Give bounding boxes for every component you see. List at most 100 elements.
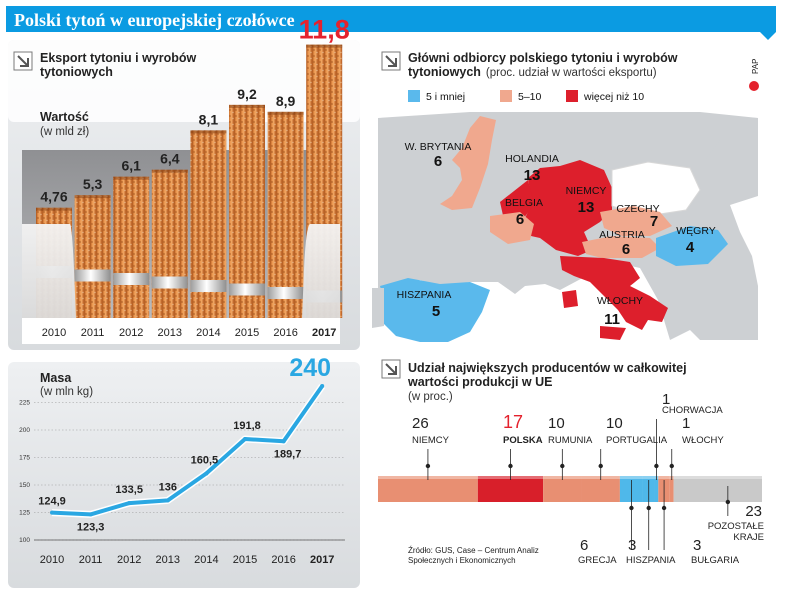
bar-highlight: [378, 476, 762, 479]
title-banner: Polski tytoń w europejskiej czołówce: [6, 6, 776, 40]
country-portugal: [372, 288, 384, 328]
cigarette-bar-top-2010: [36, 207, 72, 211]
country-sardinia: [562, 290, 578, 308]
cigarette-bar-top-2017: [306, 44, 343, 48]
export-panel-top: [8, 40, 360, 122]
legend-label: 5 i mniej: [426, 91, 465, 103]
country-share-value: 13: [524, 167, 541, 184]
year-label: 2017: [310, 554, 334, 566]
producers-title-line1: Udział największych producentów w całkow…: [408, 361, 687, 375]
leader-dot: [661, 505, 667, 511]
country-czechia: [600, 206, 672, 236]
share-segment: [654, 476, 659, 502]
export-year-labels: 2010 2011 2012 2013 2014 2015 2016 2017: [42, 327, 337, 339]
share-segment: [581, 476, 620, 502]
value-label: Wartość: [40, 110, 89, 124]
share-name: BUŁGARIA: [691, 555, 740, 566]
country-name-label: BELGIA: [505, 197, 543, 209]
country-name-label: AUSTRIA: [599, 229, 645, 241]
leader-dot: [646, 505, 651, 511]
cigarette-tip-2013: [151, 276, 188, 289]
share-name: GRECJA: [578, 555, 617, 566]
y-tick-label: 125: [19, 510, 30, 517]
banner-tab: [760, 6, 776, 40]
value-unit: (w mld zł): [40, 126, 89, 138]
share-name: HISZPANIA: [626, 555, 676, 566]
share-value: 1: [662, 391, 670, 408]
y-tick-label: 200: [19, 427, 30, 434]
country-share-value: 5: [432, 303, 440, 320]
share-name: POLSKA: [503, 435, 543, 446]
country-share-value: 7: [650, 213, 658, 230]
share-value: 6: [580, 537, 588, 554]
share-value: 1: [682, 415, 690, 432]
share-name: CHORWACJA: [662, 405, 723, 416]
country-name-label: HISZPANIA: [397, 289, 452, 301]
scandinavia-baltic: [556, 116, 758, 182]
country-uk: [440, 116, 496, 210]
arrow-icon: [13, 51, 33, 71]
bar-value-label: 11,8: [299, 15, 350, 45]
share-segment: [477, 476, 544, 502]
country-name-label: HOLANDIA: [505, 153, 559, 165]
mass-point-2012: [127, 501, 132, 506]
share-name: WŁOCHY: [682, 435, 724, 446]
bar-value-label: 6,4: [160, 151, 180, 167]
legend-swatch: [566, 90, 578, 102]
share-name: PORTUGALIA: [606, 435, 668, 446]
bar-value-label: 4,76: [40, 189, 67, 205]
country-name-label: WĘGRY: [676, 225, 715, 237]
bar-value-label: 8,9: [276, 93, 296, 109]
map-title-line1: Główni odbiorcy polskiego tytoniu i wyro…: [408, 51, 678, 65]
credit: PAP: [749, 59, 760, 91]
mass-series-line: [51, 384, 324, 517]
arrow-icon: [381, 359, 401, 379]
source-line1: Źródło: GUS, Case – Centrum Analiz: [408, 546, 539, 555]
country-share-value: 4: [686, 239, 695, 256]
mass-value-label: 133,5: [115, 484, 143, 496]
country-netherlands: [500, 180, 534, 220]
mass-section: Masa (w mln kg) 100 125 150 175 200 225 124,9…: [8, 354, 360, 588]
year-label: 2015: [235, 327, 259, 339]
mass-value-label: 124,9: [38, 496, 66, 508]
mass-value-label: 240: [289, 354, 331, 382]
producer-share-bar: 26 NIEMCY 17 POLSKA 10 RUMUNIA 10 PORTUGALIA 1CH…: [378, 391, 764, 566]
country-name-label: W. BRYTANIA: [405, 141, 472, 153]
country-spain: [380, 278, 490, 342]
cigarette-bar-2016: [267, 111, 304, 318]
year-label: 2013: [158, 327, 182, 339]
cigarette-bar-top-2013: [151, 169, 188, 173]
leader-dot: [598, 463, 603, 469]
cigarette-bar-2015: [229, 104, 265, 318]
cigarette-bar-2013: [151, 169, 188, 318]
producers-title-line2: wartości produkcji w UE: [407, 375, 552, 389]
share-value: 10: [606, 415, 623, 432]
legend-swatch: [500, 90, 512, 102]
bar-value-label: 6,1: [121, 158, 141, 174]
mass-label: Masa: [40, 371, 72, 385]
country-share-value: 6: [434, 153, 442, 170]
share-value: 3: [693, 537, 701, 554]
country-austria: [582, 236, 660, 258]
y-tick-label: 225: [19, 400, 30, 407]
cigarette-bar-top-2014: [190, 130, 227, 134]
share-name: NIEMCY: [412, 435, 450, 446]
leader-dot: [508, 463, 513, 469]
y-tick-label: 175: [19, 455, 30, 462]
country-name-label: WŁOCHY: [597, 295, 643, 307]
bar-value-label: 9,2: [237, 86, 257, 102]
leader-dot: [425, 463, 431, 469]
mass-point-2013: [165, 498, 170, 503]
leader-dot: [560, 463, 565, 469]
share-value: 10: [548, 415, 565, 432]
leader-dot: [629, 505, 634, 511]
country-belgium: [490, 212, 534, 244]
share-segment: [669, 476, 674, 502]
share-name: KRAJE: [733, 532, 764, 543]
bar-value-label: 5,3: [83, 176, 103, 192]
mass-value-label: 123,3: [77, 521, 105, 533]
share-value: 26: [412, 415, 429, 432]
